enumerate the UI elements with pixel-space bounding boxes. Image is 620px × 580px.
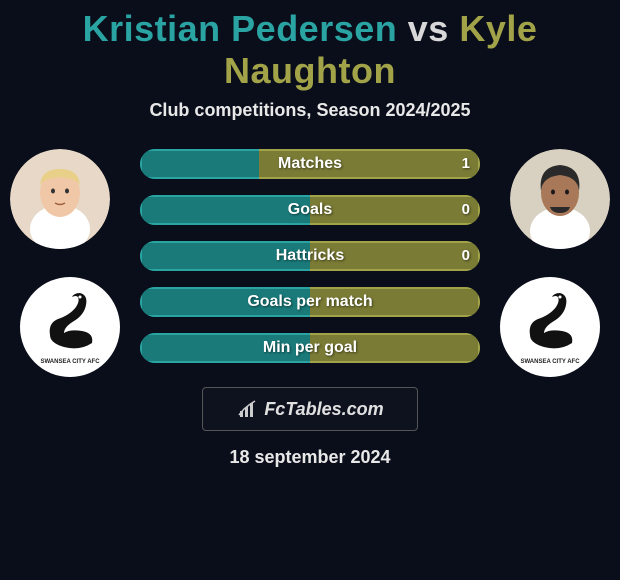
stat-row: Matches1 [140,149,480,179]
stat-label: Min per goal [140,333,480,363]
subtitle: Club competitions, Season 2024/2025 [0,100,620,121]
player2-club-logo: SWANSEA CITY AFC [500,277,600,377]
stat-label: Hattricks [140,241,480,271]
stat-row: Hattricks0 [140,241,480,271]
swan-icon: SWANSEA CITY AFC [30,287,110,367]
watermark-box: FcTables.com [202,387,418,431]
comparison-card: Kristian Pedersen vs Kyle Naughton Club … [0,0,620,580]
stat-row: Goals per match [140,287,480,317]
player2-avatar [510,149,610,249]
player1-avatar-icon [10,149,110,249]
vs-label: vs [408,8,449,49]
stat-label: Goals [140,195,480,225]
stat-row: Min per goal [140,333,480,363]
svg-text:SWANSEA CITY AFC: SWANSEA CITY AFC [520,359,580,365]
player1-avatar [10,149,110,249]
player2-avatar-icon [510,149,610,249]
svg-text:SWANSEA CITY AFC: SWANSEA CITY AFC [40,359,100,365]
player1-name: Kristian Pedersen [83,8,398,49]
title: Kristian Pedersen vs Kyle Naughton [0,0,620,92]
stat-label: Goals per match [140,287,480,317]
stat-value-right: 0 [462,195,470,225]
stat-label: Matches [140,149,480,179]
player1-club-logo: SWANSEA CITY AFC [20,277,120,377]
stat-value-right: 0 [462,241,470,271]
stat-row: Goals0 [140,195,480,225]
date-label: 18 september 2024 [0,447,620,468]
swan-icon: SWANSEA CITY AFC [510,287,590,367]
chart-icon [236,397,260,421]
main-area: SWANSEA CITY AFC SWANSEA CITY AFC Matche… [0,149,620,379]
stats-list: Matches1Goals0Hattricks0Goals per matchM… [140,149,480,379]
stat-value-right: 1 [462,149,470,179]
watermark-text: FcTables.com [264,399,383,420]
